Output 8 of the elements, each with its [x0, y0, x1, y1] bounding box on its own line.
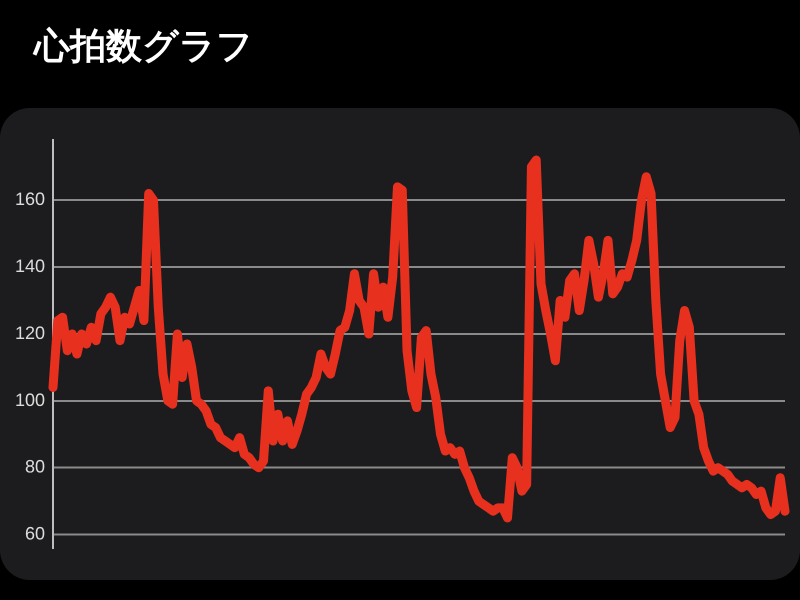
y-tick-label: 80	[24, 456, 45, 477]
y-tick-label: 140	[14, 256, 45, 276]
y-tick-label: 100	[14, 390, 45, 410]
chart-title: 心拍数グラフ	[34, 25, 253, 69]
card-panel: 60 80 100 120 140 160	[0, 108, 800, 580]
y-tick-label: 120	[14, 322, 45, 343]
y-tick-label: 60	[24, 524, 45, 544]
y-tick-label: 160	[14, 189, 45, 210]
